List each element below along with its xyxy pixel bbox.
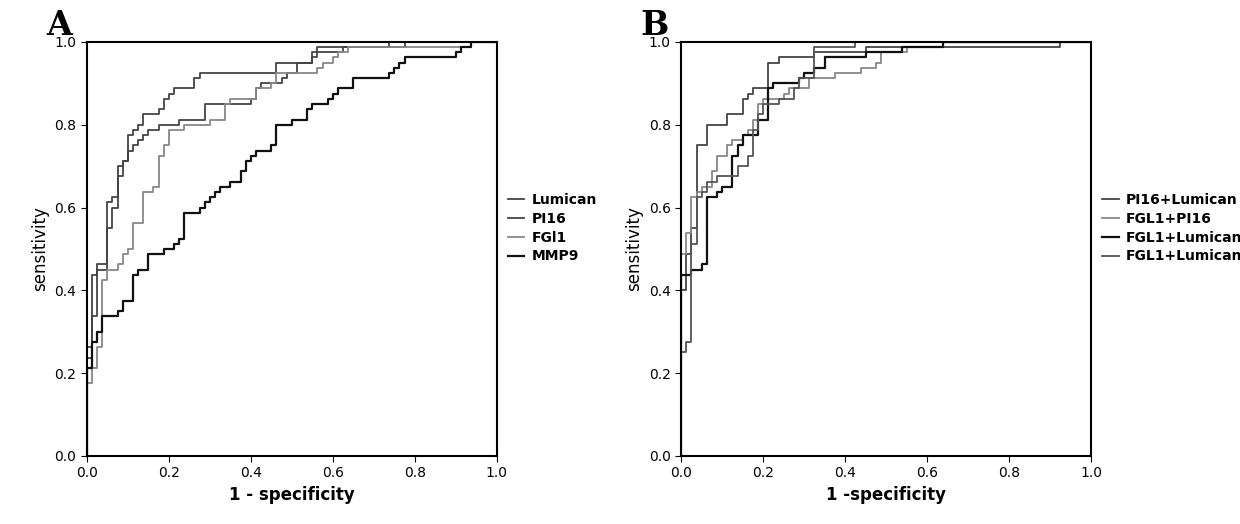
Lumican (454, 39, 469, 45)
X-axis label: 1 - specificity: 1 - specificity (229, 486, 355, 504)
PI16 (490, 39, 505, 45)
Lumican (100, 199, 115, 205)
MMP9 (407, 54, 422, 61)
FGL1+Lumican+PI16 (1084, 39, 1099, 45)
Line: PI16: PI16 (87, 42, 497, 456)
FGl1 (125, 225, 140, 232)
PI16+Lumican (689, 163, 704, 169)
FGL1+Lumican (699, 204, 714, 211)
FGL1+PI16 (951, 39, 966, 45)
FGL1+PI16 (704, 179, 719, 185)
PI16+Lumican (1084, 39, 1099, 45)
FGL1+Lumican+PI16 (689, 241, 704, 247)
MMP9 (151, 251, 166, 257)
PI16 (100, 246, 115, 252)
Line: FGL1+PI16: FGL1+PI16 (681, 42, 1091, 456)
FGL1+PI16 (935, 39, 950, 45)
FGl1 (135, 204, 150, 211)
FGl1 (490, 39, 505, 45)
FGL1+Lumican (699, 251, 714, 257)
Lumican (397, 39, 412, 45)
X-axis label: 1 -specificity: 1 -specificity (826, 486, 946, 504)
FGL1+Lumican+PI16 (673, 453, 688, 459)
PI16 (110, 179, 125, 185)
Lumican (356, 44, 371, 50)
FGL1+Lumican+PI16 (992, 39, 1007, 45)
PI16 (382, 39, 397, 45)
MMP9 (454, 44, 469, 50)
PI16+Lumican (673, 453, 688, 459)
MMP9 (382, 70, 397, 76)
FGl1 (397, 44, 412, 50)
FGL1+Lumican+PI16 (689, 194, 704, 200)
FGL1+PI16 (689, 194, 704, 200)
FGL1+PI16 (1084, 39, 1099, 45)
FGl1 (464, 39, 479, 45)
MMP9 (464, 39, 479, 45)
PI16+Lumican (951, 44, 966, 50)
PI16 (79, 453, 94, 459)
FGL1+Lumican+PI16 (704, 179, 719, 185)
PI16+Lumican (689, 194, 704, 200)
FGL1+PI16 (680, 230, 694, 236)
FGL1+Lumican (1048, 39, 1063, 45)
FGl1 (115, 261, 130, 268)
MMP9 (125, 271, 140, 278)
FGL1+PI16 (673, 453, 688, 459)
PI16 (454, 39, 469, 45)
Text: A: A (46, 9, 72, 42)
Line: FGL1+Lumican+PI16: FGL1+Lumican+PI16 (681, 42, 1091, 456)
FGL1+Lumican+PI16 (848, 39, 863, 45)
Lumican (100, 246, 115, 252)
PI16 (356, 44, 371, 50)
Y-axis label: sensitivity: sensitivity (625, 206, 644, 291)
Legend: PI16+Lumican, FGL1+PI16, FGL1+Lumican, FGL1+Lumican+PI16: PI16+Lumican, FGL1+PI16, FGL1+Lumican, F… (1102, 193, 1240, 264)
Line: FGL1+Lumican: FGL1+Lumican (681, 42, 1091, 456)
FGL1+Lumican+PI16 (1048, 39, 1063, 45)
FGL1+Lumican (673, 453, 688, 459)
PI16 (105, 204, 120, 211)
Legend: Lumican, PI16, FGl1, MMP9: Lumican, PI16, FGl1, MMP9 (508, 193, 596, 264)
MMP9 (171, 241, 186, 247)
Line: MMP9: MMP9 (87, 42, 497, 456)
FGL1+Lumican+PI16 (951, 39, 966, 45)
FGL1+Lumican (951, 39, 966, 45)
FGL1+Lumican (992, 39, 1007, 45)
PI16 (397, 39, 412, 45)
FGL1+PI16 (992, 39, 1007, 45)
FGL1+Lumican (714, 189, 729, 195)
Line: Lumican: Lumican (87, 42, 497, 456)
PI16+Lumican (992, 44, 1007, 50)
Lumican (79, 453, 94, 459)
Lumican (397, 44, 412, 50)
FGL1+PI16 (1048, 39, 1063, 45)
PI16+Lumican (1048, 44, 1063, 50)
Line: FGl1: FGl1 (87, 42, 497, 456)
FGL1+Lumican (1084, 39, 1099, 45)
MMP9 (79, 453, 94, 459)
PI16+Lumican (1053, 39, 1068, 45)
FGl1 (454, 44, 469, 50)
MMP9 (490, 39, 505, 45)
PI16+Lumican (684, 235, 699, 242)
Y-axis label: sensitivity: sensitivity (31, 206, 48, 291)
Text: B: B (640, 9, 668, 42)
FGL1+Lumican (935, 39, 950, 45)
FGl1 (79, 453, 94, 459)
FGl1 (356, 44, 371, 50)
Lumican (490, 39, 505, 45)
Lumican (110, 179, 125, 185)
Line: PI16+Lumican: PI16+Lumican (681, 42, 1091, 456)
